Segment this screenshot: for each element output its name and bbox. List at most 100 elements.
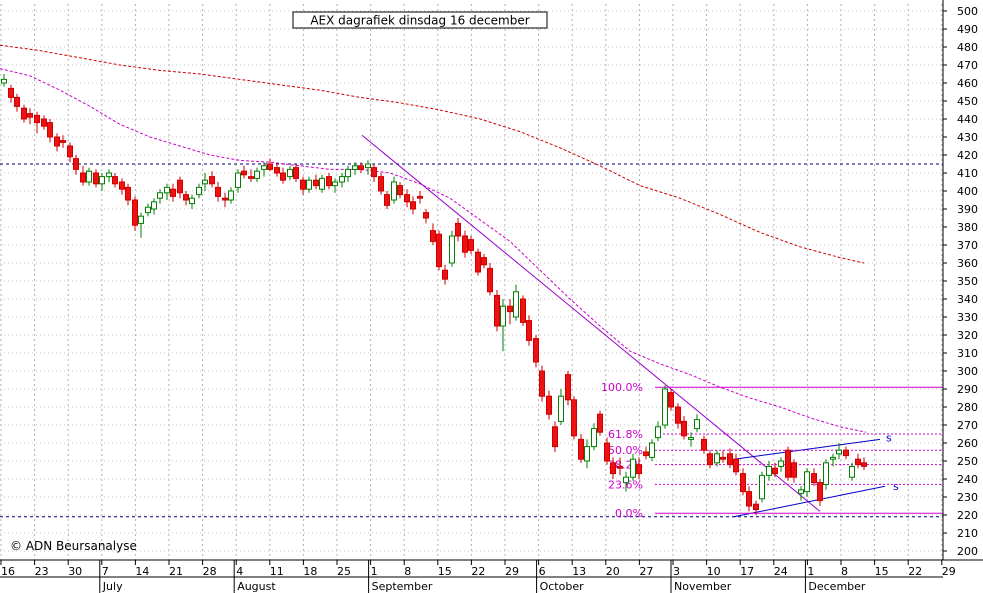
price-axis: 200 210 220 230 240 250 260 270 280 290 300 310 320 3…	[942, 0, 978, 560]
candle-body	[507, 305, 513, 313]
month-label: November	[674, 580, 732, 593]
x-tick-label: 30	[68, 565, 82, 578]
candle-body	[811, 473, 817, 484]
y-tick-label: 290	[957, 383, 978, 396]
candle-body	[481, 257, 487, 266]
candle-body	[487, 267, 493, 293]
y-tick-label: 490	[957, 23, 978, 36]
candle-body	[468, 239, 474, 251]
y-tick-label: 210	[957, 527, 978, 540]
candle-body	[397, 185, 403, 196]
candle-body	[183, 194, 189, 201]
x-tick-label: 4	[236, 565, 243, 578]
grid	[0, 4, 943, 560]
candle-body	[798, 489, 804, 494]
candle-body	[125, 186, 131, 201]
candle-body	[345, 168, 351, 178]
x-tick-label: 27	[639, 565, 653, 578]
trendline-label: s	[893, 480, 899, 493]
candle-body	[565, 374, 571, 401]
y-tick-label: 320	[957, 329, 978, 342]
candle-body	[500, 305, 506, 327]
candle-body	[823, 462, 829, 485]
x-tick-label: 10	[707, 565, 721, 578]
candle-body	[526, 320, 532, 341]
x-tick-label: 11	[270, 565, 284, 578]
candle-body	[681, 420, 687, 437]
moving-average-line	[0, 68, 867, 433]
candle-body	[591, 428, 597, 448]
trendline	[361, 134, 821, 512]
trendline-label: s	[886, 431, 892, 444]
y-tick-label: 450	[957, 95, 978, 108]
candle-body	[41, 118, 47, 127]
candle-body	[241, 170, 247, 176]
moving-averages	[0, 44, 867, 433]
month-label: August	[237, 580, 276, 593]
candle-body	[610, 462, 616, 475]
candle-body	[746, 491, 752, 507]
candle-body	[119, 181, 125, 190]
candle-body	[47, 122, 53, 138]
candle-body	[319, 177, 325, 190]
x-tick-label: 29	[505, 565, 519, 578]
candle-body	[772, 467, 778, 475]
candle-body	[791, 462, 797, 478]
candle-body	[759, 474, 765, 500]
candle-body	[753, 503, 759, 511]
candle-body	[86, 170, 92, 183]
candle-body	[106, 172, 112, 178]
y-tick-label: 380	[957, 221, 978, 234]
candle-body	[455, 222, 461, 237]
candlesticks	[1, 74, 867, 515]
y-tick-label: 500	[957, 5, 978, 18]
y-tick-label: 330	[957, 311, 978, 324]
candle-body	[843, 449, 849, 457]
y-tick-label: 350	[957, 275, 978, 288]
reference-lines	[0, 163, 943, 518]
candle-body	[727, 453, 733, 466]
candle-body	[475, 251, 481, 273]
candle-body	[785, 449, 791, 478]
y-tick-label: 480	[957, 41, 978, 54]
candle-body	[164, 186, 170, 194]
candle-body	[766, 465, 772, 476]
x-tick-label: 17	[740, 565, 754, 578]
month-label: September	[372, 580, 433, 593]
candle-body	[261, 165, 267, 170]
x-tick-label: 1	[371, 565, 378, 578]
candle-body	[326, 176, 332, 187]
candle-body	[67, 145, 73, 158]
candle-body	[112, 176, 118, 185]
candle-body	[132, 199, 138, 226]
candle-body	[339, 176, 345, 183]
y-tick-label: 260	[957, 437, 978, 450]
y-tick-label: 440	[957, 113, 978, 126]
candle-body	[215, 186, 221, 197]
candle-body	[391, 181, 397, 201]
candle-body	[196, 186, 202, 196]
candle-body	[694, 419, 700, 430]
x-tick-label: 15	[875, 565, 889, 578]
candle-body	[222, 197, 228, 201]
candle-body	[701, 438, 707, 451]
candle-body	[157, 192, 163, 199]
candle-body	[313, 179, 319, 187]
candle-body	[552, 426, 558, 448]
y-tick-label: 470	[957, 59, 978, 72]
candle-body	[151, 201, 157, 210]
copyright-label: © ADN Beursanalyse	[10, 539, 137, 553]
candle-body	[202, 179, 208, 185]
candle-body	[449, 235, 455, 264]
chart-title: AEX dagrafiek dinsdag 16 december	[310, 14, 529, 28]
fibonacci-label: 50.0%	[608, 444, 643, 457]
candle-body	[804, 471, 810, 493]
x-tick-label: 14	[135, 565, 149, 578]
x-tick-label: 24	[774, 565, 788, 578]
y-tick-label: 280	[957, 401, 978, 414]
candle-body	[293, 167, 299, 179]
candle-body	[430, 230, 436, 242]
x-tick-label: 28	[203, 565, 217, 578]
title-box	[292, 11, 548, 29]
candle-body	[655, 426, 661, 439]
